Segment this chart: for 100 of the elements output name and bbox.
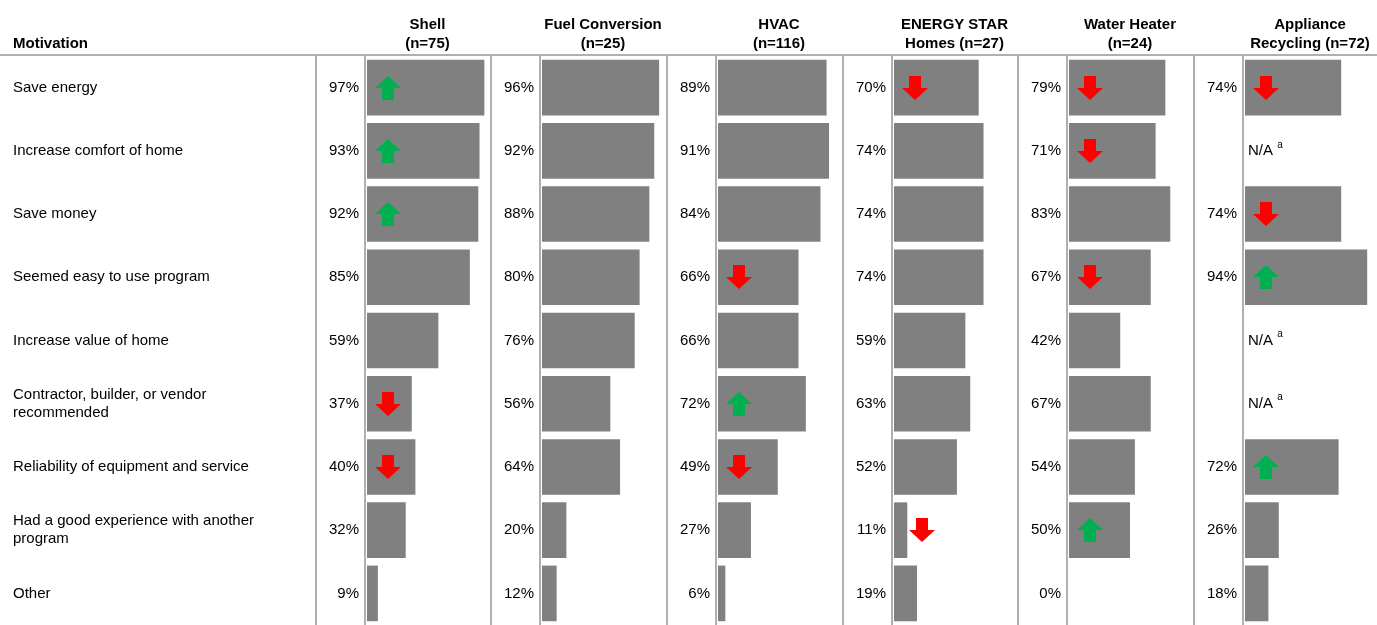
data-label: 49%: [679, 457, 711, 475]
data-label: 66%: [679, 330, 711, 348]
data-label: 59%: [328, 330, 360, 348]
data-label: 0%: [1039, 583, 1062, 601]
bar: [1245, 439, 1339, 495]
bar: [1245, 59, 1342, 116]
bar: [894, 502, 908, 558]
data-label: 89%: [679, 77, 711, 95]
data-label: 18%: [1206, 583, 1238, 601]
chart-title: Shell (n=75): [405, 15, 450, 52]
data-label: 67%: [1030, 393, 1062, 411]
data-label: 74%: [855, 204, 887, 222]
data-label: 97%: [328, 77, 360, 95]
bar: [1069, 502, 1130, 558]
bar: [894, 565, 917, 622]
data-label: 92%: [503, 140, 535, 158]
chart-title: HVAC (n=116): [752, 15, 806, 52]
bar: [1069, 186, 1171, 242]
bar: [1069, 439, 1135, 495]
bar: [894, 375, 971, 432]
chart-title: Appliance Recycling (n=72): [1250, 15, 1370, 52]
y-tick-label: Save energy: [13, 77, 98, 95]
data-label: 50%: [1030, 520, 1062, 538]
bar: [542, 565, 557, 622]
y-tick-label: Increase value of home: [13, 330, 169, 348]
bar: [1245, 249, 1368, 306]
bar: [542, 186, 650, 242]
data-label: 85%: [328, 267, 360, 285]
data-label: 9%: [337, 583, 360, 601]
bar: [718, 123, 830, 179]
y-axis-title: Motivation: [13, 34, 88, 52]
y-tick-label: Save money: [13, 204, 97, 222]
bar: [367, 249, 470, 306]
data-label: 19%: [855, 583, 887, 601]
bar: [367, 312, 439, 369]
bar: [718, 312, 799, 369]
chart-title: ENERGY STAR Homes (n=27): [901, 15, 1009, 52]
bar: [1245, 186, 1342, 242]
bar: [542, 59, 660, 116]
data-label: 74%: [1206, 77, 1238, 95]
text: N/A a: [1248, 391, 1283, 411]
bar: [542, 375, 611, 432]
data-label: 80%: [503, 267, 535, 285]
data-label: 6%: [688, 583, 711, 601]
data-label: 37%: [328, 393, 360, 411]
bar: [367, 565, 378, 622]
data-label: 54%: [1030, 457, 1062, 475]
y-tick-label: Had a good experience with another program: [13, 511, 254, 547]
data-label: 67%: [1030, 267, 1062, 285]
bar: [542, 502, 567, 558]
bar: [718, 186, 821, 242]
bar: [542, 123, 655, 179]
bar: [367, 59, 485, 116]
bar: [1245, 565, 1269, 622]
data-label: 72%: [1206, 457, 1238, 475]
data-label: 66%: [679, 267, 711, 285]
bar: [367, 502, 406, 558]
data-label: 74%: [855, 267, 887, 285]
data-label: 20%: [503, 520, 535, 538]
bar: [718, 502, 751, 558]
bar: [718, 565, 726, 622]
bar: [894, 123, 984, 179]
data-label: 84%: [679, 204, 711, 222]
data-label: 91%: [679, 140, 711, 158]
data-label: 72%: [679, 393, 711, 411]
data-label: 59%: [855, 330, 887, 348]
bar: [1069, 249, 1151, 306]
bar: [367, 123, 480, 179]
data-label: 94%: [1206, 267, 1238, 285]
data-label: 93%: [328, 140, 360, 158]
data-label: 76%: [503, 330, 535, 348]
bar: [1069, 312, 1121, 369]
bar: [894, 249, 984, 306]
bar: [718, 249, 799, 306]
bar: [718, 375, 806, 432]
data-label: 96%: [503, 77, 535, 95]
bar: [718, 59, 827, 116]
chart-title: Fuel Conversion (n=25): [544, 15, 662, 52]
text: N/A a: [1248, 138, 1283, 158]
bar: [367, 186, 479, 242]
y-tick-label: Contractor, builder, or vendor recommended: [13, 384, 207, 420]
bar: [1069, 123, 1156, 179]
bar: [894, 59, 979, 116]
bar: [1069, 375, 1151, 432]
bar: [894, 186, 984, 242]
bar: [1069, 59, 1166, 116]
data-label: 12%: [503, 583, 535, 601]
data-label: 92%: [328, 204, 360, 222]
data-label: 27%: [679, 520, 711, 538]
data-label: 26%: [1206, 520, 1238, 538]
bar: [894, 439, 957, 495]
bar: [542, 312, 635, 369]
text: N/A a: [1248, 328, 1283, 348]
data-label: 52%: [855, 457, 887, 475]
data-label: 79%: [1030, 77, 1062, 95]
data-label: 32%: [328, 520, 360, 538]
data-label: 64%: [503, 457, 535, 475]
data-label: 74%: [855, 140, 887, 158]
y-tick-label: Reliability of equipment and service: [13, 457, 249, 475]
data-label: 88%: [503, 204, 535, 222]
